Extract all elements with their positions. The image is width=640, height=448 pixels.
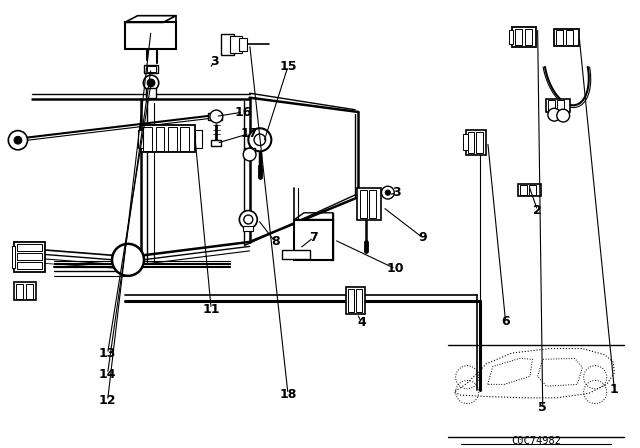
Bar (144, 65, 158, 73)
Bar (156, 127, 164, 151)
Circle shape (147, 79, 155, 87)
Bar (239, 38, 247, 51)
Text: 11: 11 (202, 302, 220, 316)
Bar (16, 284, 23, 299)
Bar (476, 132, 483, 153)
Bar (518, 184, 541, 196)
Text: 16: 16 (234, 105, 252, 119)
Bar (468, 132, 474, 153)
Text: 14: 14 (99, 367, 116, 381)
Text: 10: 10 (387, 262, 404, 276)
Text: 8: 8 (271, 235, 280, 249)
Text: C0C74982: C0C74982 (511, 436, 561, 446)
Bar (566, 30, 573, 45)
Bar (14, 282, 36, 300)
Bar (26, 284, 33, 299)
Bar (125, 22, 176, 49)
Bar (146, 88, 156, 98)
Circle shape (210, 110, 223, 123)
Circle shape (381, 186, 394, 199)
Text: 2: 2 (533, 204, 542, 217)
Bar (17, 253, 42, 260)
Text: 3: 3 (392, 186, 401, 199)
Circle shape (248, 128, 271, 151)
Circle shape (112, 244, 144, 276)
Bar (557, 100, 564, 111)
Bar (356, 289, 362, 312)
Bar (515, 29, 522, 45)
Bar (221, 34, 234, 55)
Bar (195, 130, 202, 148)
Bar (230, 36, 242, 53)
Bar (17, 244, 42, 251)
Circle shape (14, 136, 22, 144)
Bar (548, 100, 555, 111)
Bar (346, 287, 365, 314)
Bar (520, 185, 527, 195)
Circle shape (557, 109, 570, 122)
Circle shape (243, 148, 256, 161)
Text: 9: 9 (418, 231, 427, 244)
Text: 7: 7 (309, 231, 318, 244)
Text: 12: 12 (99, 394, 116, 408)
Bar (360, 190, 367, 218)
Bar (143, 127, 152, 151)
Text: 6: 6 (501, 315, 510, 328)
Bar (554, 29, 579, 46)
Bar (147, 66, 156, 72)
Bar (208, 113, 222, 120)
Bar (546, 99, 570, 112)
Bar (243, 226, 253, 231)
Text: 13: 13 (99, 347, 116, 361)
Bar (348, 289, 354, 312)
Text: 18: 18 (279, 388, 297, 401)
Circle shape (244, 215, 253, 224)
Bar (509, 30, 513, 44)
Text: 17: 17 (241, 127, 259, 140)
Bar (525, 29, 532, 45)
Circle shape (239, 211, 257, 228)
Bar (138, 130, 143, 148)
Bar (369, 190, 376, 218)
Bar (14, 242, 45, 272)
Text: 15: 15 (279, 60, 297, 73)
Circle shape (548, 108, 561, 121)
Bar (463, 134, 468, 150)
Text: 1: 1 (610, 383, 619, 396)
Text: 5: 5 (538, 401, 547, 414)
Bar (466, 130, 486, 155)
Bar (556, 30, 563, 45)
Bar (211, 140, 221, 146)
Bar (17, 262, 42, 269)
Bar (282, 250, 310, 259)
Bar (357, 188, 381, 220)
Bar (168, 127, 177, 151)
Bar (141, 125, 195, 152)
Bar (294, 220, 333, 260)
Bar (512, 27, 536, 47)
Circle shape (385, 190, 390, 195)
Bar (12, 246, 15, 268)
Bar (529, 185, 536, 195)
Bar (244, 148, 255, 154)
Circle shape (8, 131, 28, 150)
Bar (180, 127, 189, 151)
Text: 4: 4 (357, 316, 366, 329)
Text: 3: 3 (210, 55, 219, 69)
Circle shape (143, 75, 159, 90)
Circle shape (254, 134, 266, 146)
